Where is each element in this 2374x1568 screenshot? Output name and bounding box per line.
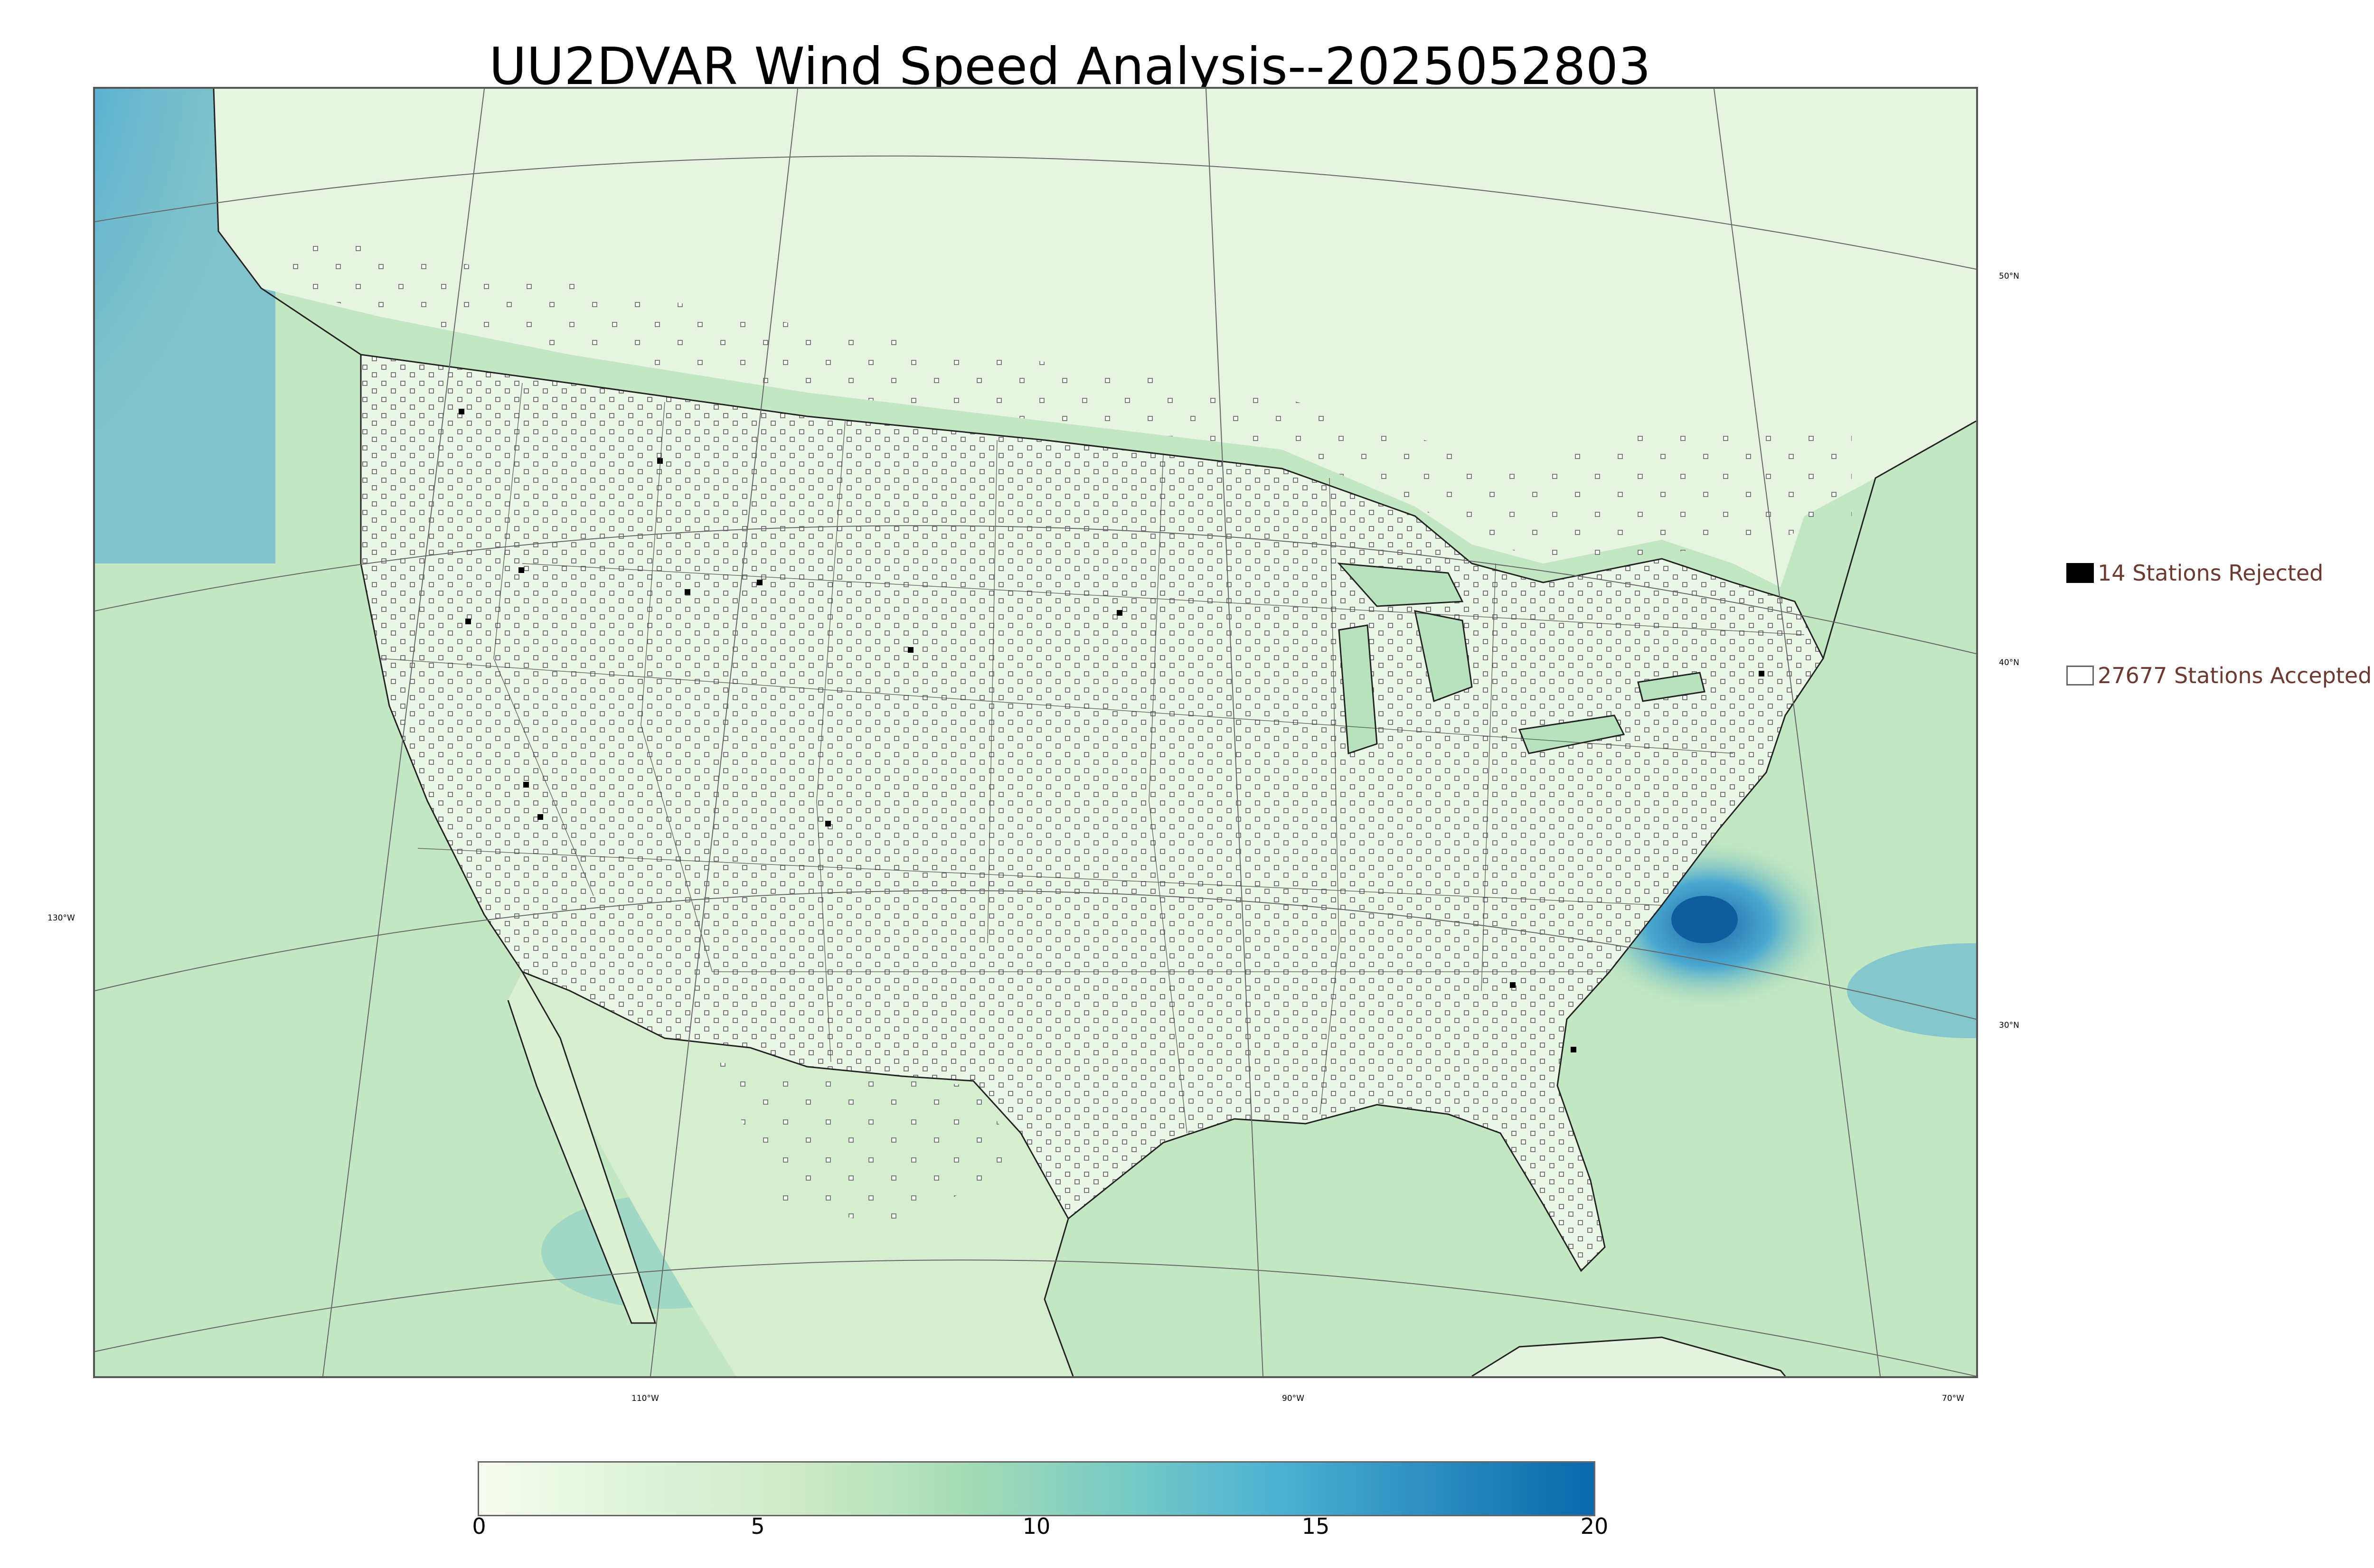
stations-accepted-mexico [712,1062,1021,1228]
lat-label-30n: 30°N [1999,1021,2019,1030]
cuba-land [1472,1337,1785,1376]
map-title: UU2DVAR Wind Speed Analysis--2025052803 [489,37,1651,96]
colorbar-tick-0: 0 [472,1513,486,1539]
colorbar-tick-15: 15 [1301,1513,1330,1539]
lon-label-90w: 90°W [1282,1394,1304,1403]
accepted-swatch [2066,666,2094,685]
colorbar [478,1461,1595,1516]
lon-label-130w: 130°W [47,913,75,923]
graticule [95,89,1976,1376]
stations-accepted-usa [361,355,1823,1271]
great-lakes [1337,563,1705,755]
colorbar-tick-5: 5 [751,1513,765,1539]
legend-rejected-label: 14 Stations Rejected [2098,560,2324,586]
wind-speed-map [93,87,1978,1378]
stations-rejected [459,409,1764,1052]
atlantic-band [1847,943,1976,1038]
colorbar-tick-20: 20 [1580,1513,1609,1539]
state-lines [379,383,1805,1134]
legend-rejected: 14 Stations Rejected [2066,560,2323,586]
atlantic-jet-core-2 [1671,896,1738,943]
baja-california [508,972,655,1323]
legend-accepted-label: 27677 Stations Accepted [2098,663,2372,688]
canada-land [214,89,1976,587]
colorbar-tick-10: 10 [1022,1513,1051,1539]
lat-label-50n: 50°N [1999,272,2019,281]
map-canvas [95,89,1976,1376]
rejected-swatch [2066,563,2094,583]
stations-accepted-canada [285,231,1852,563]
lon-label-70w: 70°W [1942,1394,1964,1403]
legend-accepted: 27677 Stations Accepted [2066,663,2372,688]
lat-label-40n: 40°N [1999,658,2019,667]
lon-label-110w: 110°W [631,1394,659,1403]
boundaries [213,89,1976,1376]
